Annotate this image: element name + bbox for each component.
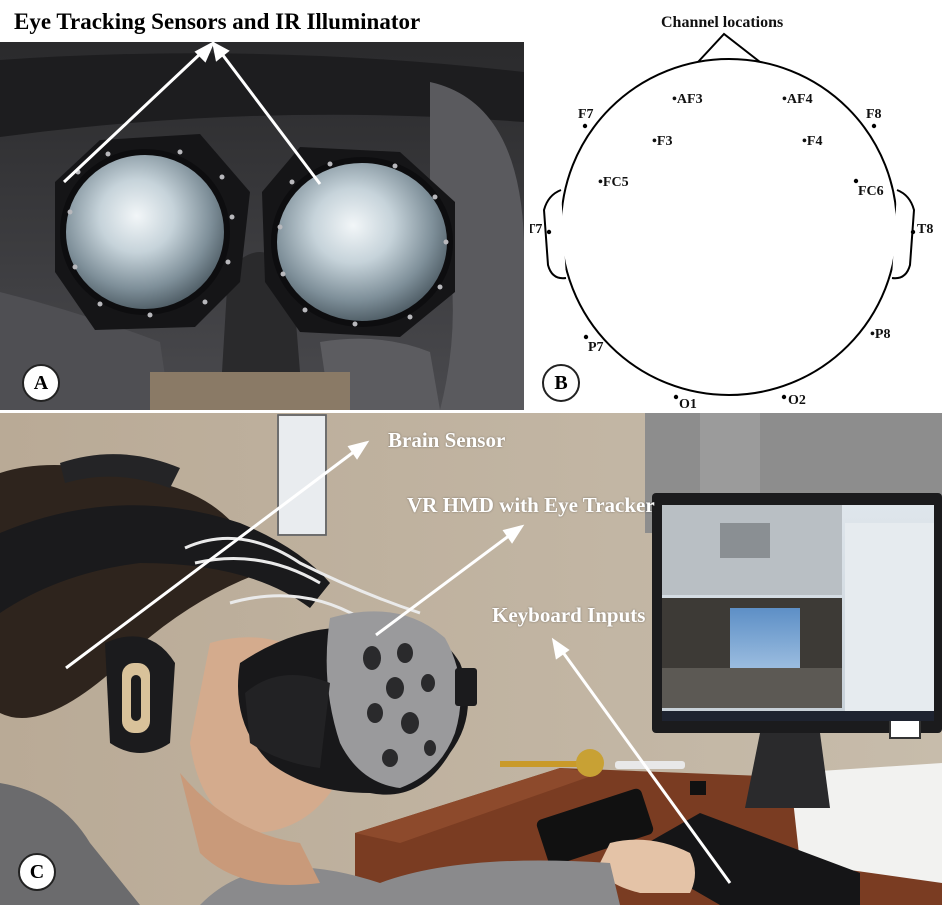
panel-c-badge: C <box>18 853 56 891</box>
brain-sensor-label: Brain Sensor <box>388 428 506 452</box>
panel-a-arrows <box>62 42 322 185</box>
channel-f3: •F3 <box>652 134 673 149</box>
channel-af3: •AF3 <box>672 92 703 107</box>
channel-p8: •P8 <box>870 327 891 342</box>
channel-o1: O1 <box>679 397 697 412</box>
panel-a-badge: A <box>22 364 60 402</box>
panel-c-photo: Brain Sensor VR HMD with Eye Tracker Key… <box>0 413 942 905</box>
channel-f4: •F4 <box>802 134 823 149</box>
channel-fc5: •FC5 <box>598 175 629 190</box>
channel-p7: P7 <box>588 340 604 355</box>
vr-hmd-eye-tracker-label: VR HMD with Eye Tracker <box>407 493 655 517</box>
vr-headset-interior-image <box>0 42 524 410</box>
channel-fc6: FC6 <box>858 184 884 199</box>
panel-b-badge: B <box>542 364 580 402</box>
channel-o2: O2 <box>788 393 806 408</box>
channel-f7: F7 <box>578 107 594 122</box>
channel-t8: T8 <box>917 222 934 237</box>
channel-af4: •AF4 <box>782 92 813 107</box>
panel-a-photo: A <box>0 42 524 410</box>
channel-t7: T7 <box>530 222 543 237</box>
panel-c-arrows <box>65 440 732 884</box>
keyboard-inputs-label: Keyboard Inputs <box>492 603 646 627</box>
panel-b-eeg-channel-map: Channel locations •AF3 •AF4 F7 F8 •F3 •F… <box>530 0 942 412</box>
panel-a-title: Eye Tracking Sensors and IR Illuminator <box>14 9 421 34</box>
head-outline <box>542 32 916 400</box>
user-with-vr-setup-image <box>0 413 942 905</box>
channel-locations-title: Channel locations <box>661 14 784 31</box>
channel-f8: F8 <box>866 107 882 122</box>
